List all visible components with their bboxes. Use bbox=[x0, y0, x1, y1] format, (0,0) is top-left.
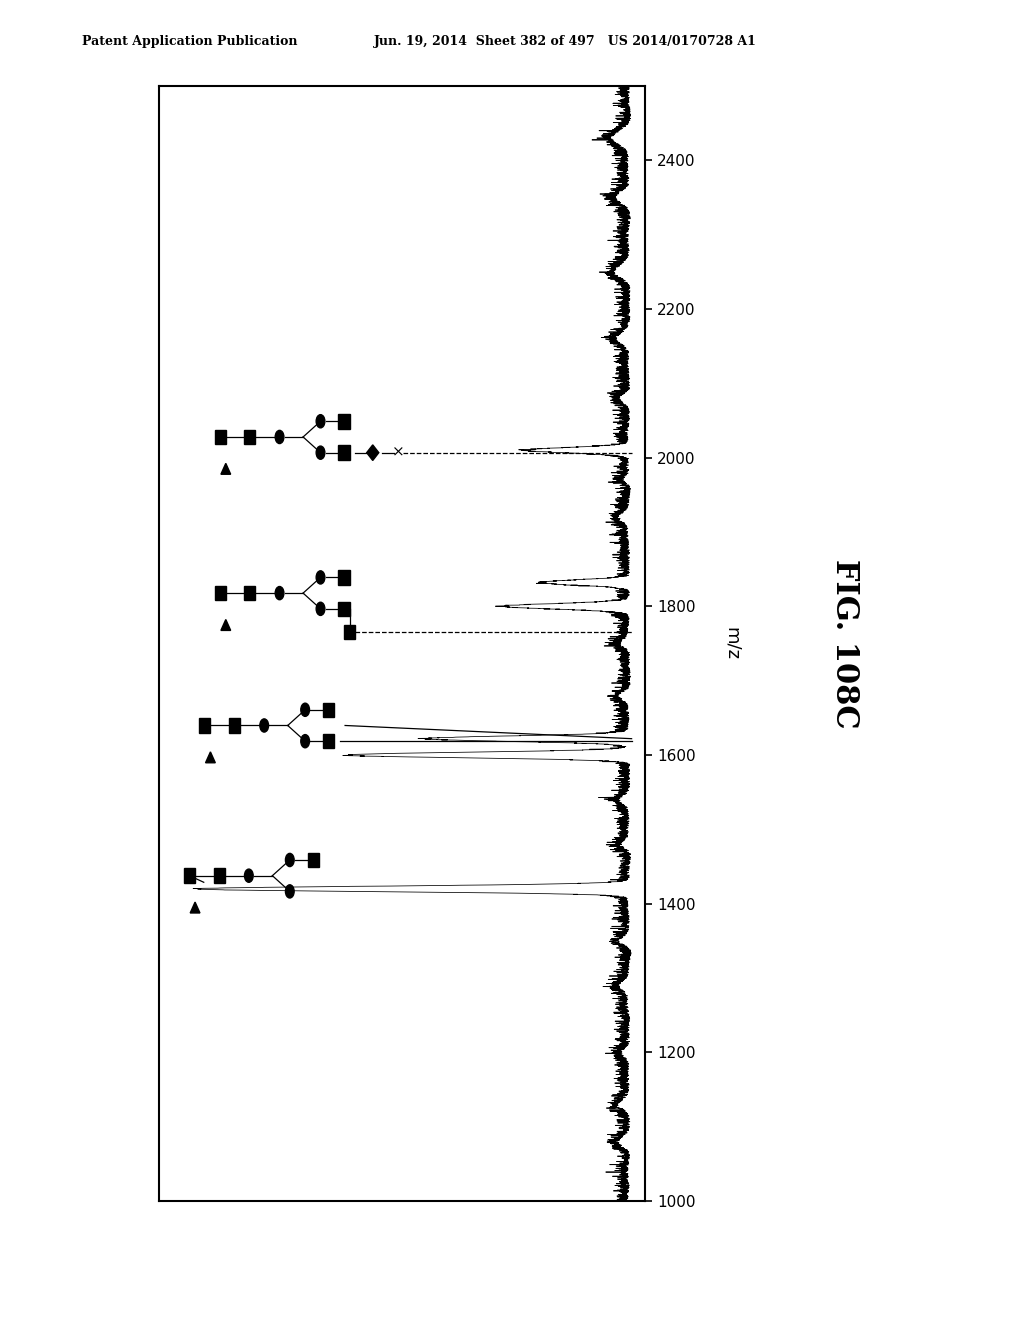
Text: FIG. 108C: FIG. 108C bbox=[829, 558, 860, 729]
Text: ×: × bbox=[391, 446, 404, 459]
Text: Patent Application Publication: Patent Application Publication bbox=[82, 34, 297, 48]
Text: Jun. 19, 2014  Sheet 382 of 497   US 2014/0170728 A1: Jun. 19, 2014 Sheet 382 of 497 US 2014/0… bbox=[374, 34, 757, 48]
Text: m/z: m/z bbox=[723, 627, 741, 660]
